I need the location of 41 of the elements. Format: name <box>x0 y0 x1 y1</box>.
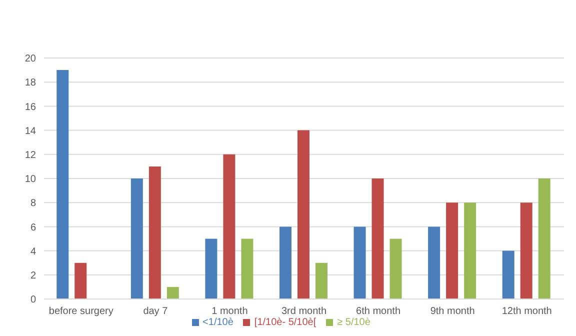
y-tick-label: 12 <box>24 150 36 161</box>
y-tick-label: 10 <box>24 174 36 186</box>
y-tick-label: 0 <box>30 294 36 306</box>
y-tick-label: 14 <box>24 126 36 137</box>
x-tick-label: before surgery <box>48 306 114 318</box>
y-tick-label: 16 <box>24 102 36 113</box>
bar <box>223 154 236 299</box>
bar <box>428 226 440 299</box>
y-tick-label: 2 <box>30 270 36 282</box>
bar <box>74 262 87 299</box>
y-tick-label: 20 <box>24 54 36 65</box>
bar <box>520 202 532 299</box>
bar <box>390 238 402 299</box>
bar <box>372 178 384 299</box>
bar <box>315 262 328 299</box>
x-tick-label: 6th month <box>356 306 401 318</box>
y-tick-label: 4 <box>30 246 36 258</box>
y-tick-label: 6 <box>30 222 36 234</box>
x-tick-label: 1 month <box>212 306 248 318</box>
bar <box>538 178 550 299</box>
bar <box>205 238 218 299</box>
bar <box>148 166 161 299</box>
bar <box>56 70 69 299</box>
y-tick-label: 8 <box>30 198 36 210</box>
x-tick-label: 12th month <box>502 306 552 318</box>
bar <box>464 202 476 299</box>
bar <box>279 226 292 299</box>
bar <box>241 238 254 299</box>
x-tick-label: day 7 <box>143 306 168 318</box>
x-tick-label: 9th month <box>430 306 475 318</box>
legend-label: ≥ 5/10è <box>337 317 370 328</box>
bar <box>166 286 179 299</box>
bar <box>297 130 310 299</box>
bar <box>130 178 143 299</box>
y-tick-label: 18 <box>24 78 36 89</box>
legend-label: <1/10è <box>202 317 234 328</box>
bar <box>446 202 458 299</box>
x-tick-label: 3rd month <box>281 306 327 318</box>
bar <box>354 226 366 299</box>
legend-label: [1/10è- 5/10è[ <box>254 317 316 328</box>
bar <box>502 250 514 299</box>
